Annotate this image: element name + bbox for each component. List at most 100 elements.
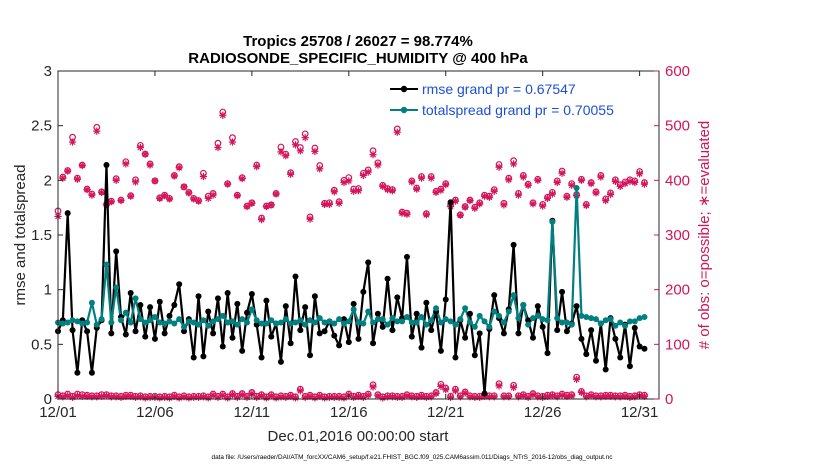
obs-evaluated-marker bbox=[568, 181, 576, 189]
rmse-point bbox=[311, 293, 318, 300]
rmse-point bbox=[166, 312, 173, 319]
totalspread-point bbox=[307, 317, 314, 324]
totalspread-point bbox=[205, 322, 212, 329]
rmse-point bbox=[282, 303, 289, 310]
obs-evaluated-marker bbox=[354, 392, 363, 400]
totalspread-point bbox=[127, 319, 134, 326]
totalspread-point bbox=[118, 317, 125, 324]
totalspread-point bbox=[365, 308, 372, 315]
rmse-point bbox=[592, 357, 599, 364]
totalspread-point bbox=[224, 319, 231, 326]
rmse-point bbox=[447, 199, 454, 206]
y-right-tick-label: 500 bbox=[665, 118, 690, 135]
rmse-point bbox=[156, 298, 163, 305]
rmse-point bbox=[205, 308, 212, 315]
totalspread-point bbox=[433, 305, 440, 312]
rmse-point bbox=[559, 288, 566, 295]
obs-evaluated-marker bbox=[597, 173, 605, 181]
rmse-point bbox=[268, 333, 275, 340]
totalspread-point bbox=[505, 308, 512, 315]
totalspread-point bbox=[462, 305, 469, 312]
totalspread-point bbox=[476, 312, 483, 319]
totalspread-point bbox=[408, 319, 415, 326]
rmse-point bbox=[588, 327, 595, 334]
obs-evaluated-marker bbox=[437, 382, 445, 391]
rmse-point bbox=[539, 323, 546, 330]
obs-evaluated-marker bbox=[112, 176, 120, 184]
totalspread-point bbox=[263, 320, 270, 327]
totalspread-point bbox=[529, 315, 536, 322]
rmse-point bbox=[151, 335, 158, 342]
totalspread-point bbox=[442, 316, 449, 323]
obs-evaluated-marker bbox=[306, 215, 314, 223]
rmse-point bbox=[181, 328, 188, 335]
obs-evaluated-marker bbox=[185, 189, 193, 197]
totalspread-point bbox=[297, 317, 304, 324]
rmse-point bbox=[84, 328, 91, 335]
rmse-point bbox=[219, 343, 226, 350]
obs-evaluated-marker bbox=[558, 169, 566, 177]
rmse-point bbox=[74, 369, 81, 376]
obs-evaluated-marker bbox=[238, 391, 246, 399]
rmse-point bbox=[147, 304, 154, 311]
obs-evaluated-marker bbox=[611, 177, 619, 186]
totalspread-point bbox=[69, 317, 76, 324]
obs-evaluated-marker bbox=[291, 394, 300, 402]
obs-evaluated-marker bbox=[350, 187, 358, 195]
totalspread-point bbox=[282, 316, 289, 323]
totalspread-point bbox=[156, 319, 163, 326]
y-right-tick-label: 100 bbox=[665, 336, 690, 353]
totalspread-point bbox=[108, 319, 115, 326]
obs-evaluated-marker bbox=[199, 172, 208, 181]
obs-evaluated-marker bbox=[257, 216, 266, 224]
rmse-point bbox=[307, 352, 314, 359]
y-left-tick-label: 3 bbox=[44, 63, 52, 80]
totalspread-point bbox=[636, 315, 643, 322]
legend-box bbox=[386, 77, 656, 124]
obs-evaluated-marker bbox=[636, 170, 644, 178]
obs-evaluated-marker bbox=[471, 204, 479, 212]
rmse-point bbox=[544, 350, 551, 357]
obs-evaluated-marker bbox=[451, 197, 460, 205]
obs-evaluated-marker bbox=[626, 177, 634, 186]
rmse-point bbox=[428, 327, 435, 334]
rmse-point bbox=[442, 296, 449, 303]
obs-evaluated-marker bbox=[398, 209, 406, 217]
footnote-data-file: data file: /Users/raeder/DAI/ATM_forcXX/… bbox=[212, 454, 614, 461]
obs-evaluated-marker bbox=[291, 141, 300, 149]
y-right-tick-label: 400 bbox=[665, 172, 690, 189]
x-axis-label: Dec.01,2016 00:00:00 start bbox=[268, 428, 450, 445]
totalspread-point bbox=[190, 319, 197, 326]
obs-evaluated-marker bbox=[480, 192, 489, 200]
totalspread-point bbox=[210, 318, 217, 325]
rmse-point bbox=[554, 327, 561, 334]
rmse-point bbox=[302, 304, 309, 311]
totalspread-point bbox=[510, 292, 517, 299]
totalspread-point bbox=[248, 306, 255, 313]
rmse-point bbox=[500, 330, 507, 337]
obs-evaluated-marker bbox=[568, 392, 576, 400]
obs-evaluated-marker bbox=[68, 138, 77, 146]
obs-evaluated-marker bbox=[228, 138, 237, 146]
y-axis-left-ticks: 0 0.5 1 1.5 2 2.5 3 bbox=[31, 63, 63, 408]
x-tick-label: 12/01 bbox=[39, 404, 77, 421]
obs-count-markers bbox=[54, 108, 649, 402]
rmse-point bbox=[563, 328, 570, 335]
totalspread-point bbox=[466, 319, 473, 326]
rmse-point bbox=[239, 347, 246, 354]
obs-evaluated-marker bbox=[548, 392, 556, 400]
rmse-point bbox=[263, 297, 270, 304]
rmse-point bbox=[476, 330, 483, 337]
obs-evaluated-marker bbox=[602, 196, 610, 205]
totalspread-point bbox=[59, 320, 66, 327]
y-left-tick-label: 1.5 bbox=[31, 227, 52, 244]
rmse-point bbox=[360, 288, 367, 295]
obs-evaluated-marker bbox=[277, 148, 285, 156]
obs-evaluated-marker bbox=[117, 393, 125, 401]
totalspread-point bbox=[316, 315, 323, 322]
obs-evaluated-marker bbox=[320, 200, 329, 208]
obs-evaluated-marker bbox=[442, 386, 450, 394]
obs-evaluated-marker bbox=[253, 163, 261, 171]
obs-evaluated-marker bbox=[325, 200, 334, 208]
rmse-point bbox=[583, 351, 590, 358]
